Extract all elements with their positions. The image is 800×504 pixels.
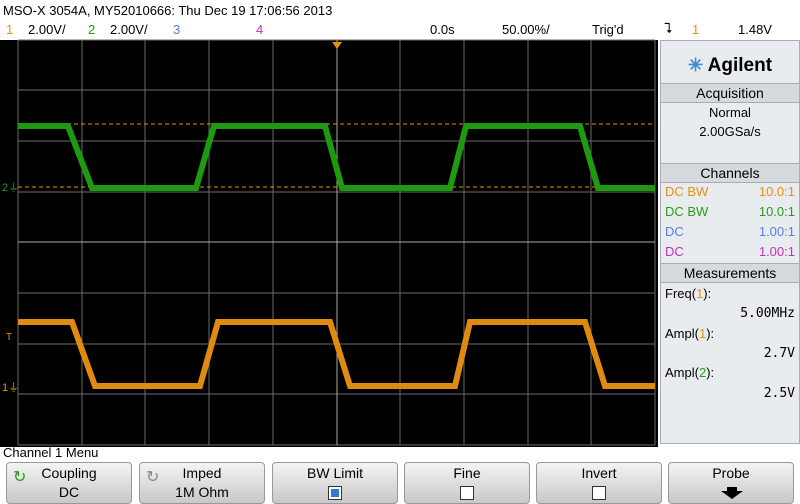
- channel-number: 1: [6, 22, 14, 37]
- softkey[interactable]: Probe: [668, 462, 794, 504]
- grid: [17, 39, 656, 446]
- submenu-arrow: [721, 487, 743, 499]
- channel-coupling: DC: [665, 244, 684, 259]
- time-scale: 50.00%/: [502, 22, 550, 37]
- channel-row: DC BW 10.0:1: [665, 182, 795, 202]
- channel-1-marker: 1⏚: [2, 381, 19, 394]
- channel-row: DC 1.00:1: [665, 242, 795, 262]
- channel-scale: 2.00V/: [28, 22, 66, 37]
- acquisition-mode: Normal: [709, 105, 751, 120]
- channel-coupling: DC BW: [665, 184, 709, 199]
- channel-coupling: DC: [665, 224, 684, 239]
- brand-logo: ✳ Agilent: [687, 55, 773, 76]
- trigger-edge-icon: ⮧: [664, 20, 673, 36]
- checkbox: [460, 486, 474, 500]
- probe-ratio: 1.00:1: [758, 244, 795, 259]
- measurement-value: 5.00MHz: [740, 306, 795, 321]
- softkey-label: Invert: [581, 465, 617, 481]
- softkey-label: Coupling: [41, 465, 97, 481]
- measurement-suffix: ):: [703, 286, 712, 301]
- probe-ratio: 1.00:1: [758, 224, 795, 239]
- softkey-label: Imped: [182, 465, 222, 481]
- softkey-label: Fine: [453, 465, 481, 481]
- measurement-label: Ampl(: [665, 365, 699, 380]
- channel-2-marker: 2⏚: [2, 181, 19, 194]
- knob-icon: ↻: [13, 469, 27, 486]
- section-header: Acquisition: [661, 83, 799, 103]
- channel-number: 3: [173, 22, 181, 37]
- measurement-name: Ampl(2):: [665, 363, 795, 383]
- trigger-source: 1: [692, 22, 700, 37]
- checkbox: [592, 486, 606, 500]
- brand-name: Agilent: [707, 55, 773, 76]
- measurement-value: 2.5V: [763, 386, 795, 401]
- softkey-label: Probe: [712, 465, 750, 481]
- measurement-channel: 1: [696, 286, 704, 301]
- channel-row: DC BW 10.0:1: [665, 202, 795, 222]
- checkbox-checked: [328, 486, 342, 500]
- measurement-label: Ampl(: [665, 326, 699, 341]
- measurement-name: Freq(1):: [665, 284, 795, 304]
- softkey-label: BW Limit: [307, 465, 363, 481]
- softkey[interactable]: ↻ Coupling DC: [6, 462, 132, 504]
- measurement-channel: 2: [698, 365, 707, 380]
- measurement-suffix: ):: [706, 365, 715, 380]
- knob-icon: ↻: [146, 469, 160, 486]
- trigger-marker: T: [6, 332, 12, 343]
- trigger-status: Trig'd: [592, 22, 624, 37]
- softkey[interactable]: Fine: [404, 462, 530, 504]
- measurement-suffix: ):: [706, 326, 715, 341]
- channel-number: 4: [256, 22, 264, 37]
- section-header: Measurements: [661, 263, 799, 283]
- softkey-value: 1M Ohm: [175, 484, 229, 500]
- section-header: Channels: [661, 163, 799, 183]
- softkey[interactable]: ↻ Imped 1M Ohm: [139, 462, 265, 504]
- softkey[interactable]: BW Limit: [272, 462, 398, 504]
- header-title: MSO-X 3054A, MY52010666: Thu Dec 19 17:0…: [3, 3, 333, 18]
- channel-2-waveform: [18, 123, 655, 191]
- probe-ratio: 10.0:1: [758, 184, 795, 199]
- time-delay: 0.0s: [430, 22, 455, 37]
- probe-ratio: 10.0:1: [758, 204, 795, 219]
- channel-scale: 2.00V/: [110, 22, 148, 37]
- display-background: [0, 40, 658, 447]
- side-panel: ✳ Agilent Acquisition Normal 2.00GSa/s C…: [660, 40, 800, 444]
- measurement-value: 2.7V: [763, 346, 795, 361]
- measurement-name: Ampl(1):: [665, 324, 795, 344]
- trigger-level: 1.48V: [738, 22, 772, 37]
- channel-row: DC 1.00:1: [665, 222, 795, 242]
- softkey-value: DC: [58, 484, 80, 500]
- trigger-position-marker: [332, 42, 342, 49]
- measurement-channel: 1: [698, 326, 707, 341]
- softkey[interactable]: Invert: [536, 462, 662, 504]
- menu-title: Channel 1 Menu: [3, 445, 99, 460]
- measurement-label: Freq(: [665, 286, 697, 301]
- sample-rate: 2.00GSa/s: [699, 124, 761, 139]
- channel-coupling: DC BW: [665, 204, 709, 219]
- channel-1-waveform: [18, 319, 655, 389]
- channel-number: 2: [88, 22, 96, 37]
- graticule: 2⏚ T 1⏚: [0, 39, 658, 447]
